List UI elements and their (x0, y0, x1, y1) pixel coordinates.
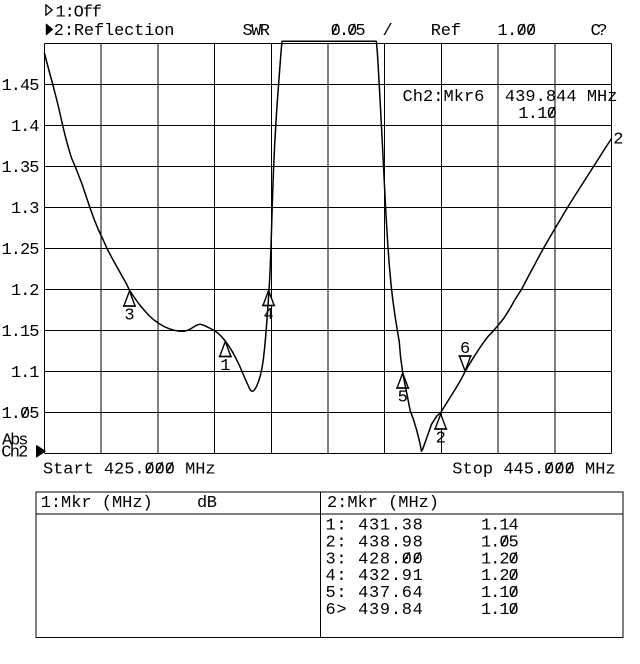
svg-text:1.10: 1.10 (481, 601, 519, 620)
svg-text:1.15: 1.15 (2, 323, 40, 342)
svg-text:1.25: 1.25 (2, 241, 40, 260)
svg-text:1.20: 1.20 (481, 567, 519, 586)
svg-text:Start 425.000 MHz: Start 425.000 MHz (43, 460, 216, 479)
svg-text:1.05: 1.05 (2, 405, 40, 424)
svg-text:2: 2 (613, 131, 623, 150)
svg-text:1.1: 1.1 (11, 364, 40, 383)
svg-text:1.4: 1.4 (11, 118, 40, 137)
svg-text:Abs: Abs (2, 432, 29, 451)
svg-text:4: 432.91: 4: 432.91 (326, 567, 423, 586)
svg-text:1.20: 1.20 (481, 550, 519, 569)
svg-text:2: 2 (436, 430, 446, 449)
svg-text:2:Mkr (MHz): 2:Mkr (MHz) (327, 494, 439, 513)
svg-text:1:Mkr (MHz): 1:Mkr (MHz) (41, 494, 153, 513)
svg-text:5: 437.64: 5: 437.64 (326, 584, 423, 603)
svg-text:1.45: 1.45 (2, 77, 40, 96)
svg-text:3: 428.00: 3: 428.00 (326, 550, 423, 569)
svg-text:5: 5 (398, 389, 408, 408)
svg-text:Stop 445.000 MHz: Stop 445.000 MHz (452, 460, 615, 479)
svg-text:3: 3 (124, 307, 134, 326)
svg-text:2:Reflection: 2:Reflection (54, 22, 175, 41)
svg-text:/: / (383, 22, 393, 41)
svg-text:Ch2:Mkr6 439.844 MHz: Ch2:Mkr6 439.844 MHz (403, 88, 618, 107)
svg-text:1.3: 1.3 (11, 200, 40, 219)
svg-text:C?: C? (591, 22, 608, 41)
svg-text:1.00: 1.00 (498, 22, 537, 41)
svg-text:6: 6 (460, 340, 470, 359)
svg-text:1: 431.38: 1: 431.38 (326, 517, 423, 536)
svg-text:Ch2: Ch2 (1, 444, 28, 463)
svg-text:SWR: SWR (243, 22, 271, 41)
svg-text:4: 4 (263, 306, 273, 325)
svg-text:1.10: 1.10 (481, 584, 519, 603)
svg-text:Ref: Ref (431, 22, 461, 41)
svg-text:1: 1 (220, 357, 230, 376)
svg-text:6> 439.84: 6> 439.84 (326, 601, 423, 620)
svg-text:1.35: 1.35 (2, 159, 40, 178)
svg-text:1.10: 1.10 (518, 105, 557, 124)
svg-text:dB: dB (197, 494, 217, 513)
svg-text:0.05: 0.05 (331, 22, 366, 41)
svg-text:1.2: 1.2 (11, 282, 40, 301)
svg-text:1.05: 1.05 (481, 533, 519, 552)
svg-text:1.14: 1.14 (481, 517, 519, 536)
svg-text:2: 438.98: 2: 438.98 (326, 533, 423, 552)
svg-text:1:Off: 1:Off (56, 4, 103, 23)
